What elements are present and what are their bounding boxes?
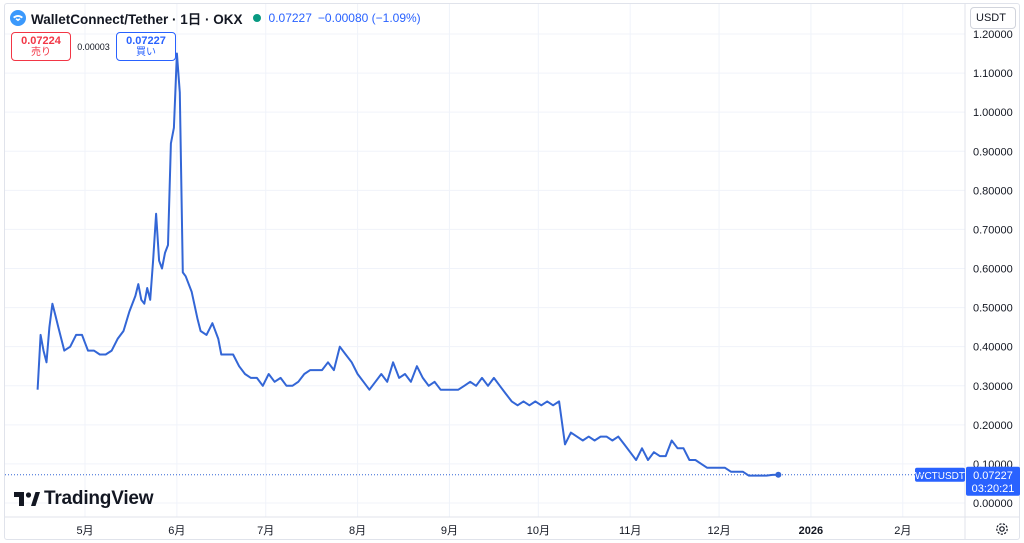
brand-name: TradingView bbox=[44, 488, 154, 509]
y-tick-label: 1.10000 bbox=[973, 68, 1013, 80]
chart-frame bbox=[4, 3, 1020, 540]
currency-button[interactable]: USDT bbox=[970, 7, 1016, 29]
grid bbox=[5, 4, 965, 517]
buy-button[interactable]: 0.07227 買い bbox=[116, 32, 176, 61]
market-status-icon bbox=[252, 14, 261, 22]
spread-value: 0.00003 bbox=[77, 41, 110, 52]
symbol-title[interactable]: WalletConnect/Tether · 1日 · OKX bbox=[31, 12, 243, 27]
y-tick-label: 0.50000 bbox=[973, 303, 1013, 315]
symbol-header: WalletConnect/Tether · 1日 · OKX 0.07227 … bbox=[10, 8, 427, 28]
sell-button[interactable]: 0.07224 売り bbox=[11, 32, 71, 61]
price-label-text: WCTUSDT bbox=[915, 471, 965, 482]
x-tick-label: 2026 bbox=[799, 525, 823, 537]
x-tick-label: 10月 bbox=[527, 525, 550, 537]
y-tick-label: 0.20000 bbox=[973, 420, 1013, 432]
x-tick-label: 7月 bbox=[257, 525, 274, 537]
y-tick-label: 0.90000 bbox=[973, 146, 1013, 158]
last-value-box bbox=[966, 466, 1020, 496]
x-tick-label: 5月 bbox=[76, 525, 93, 537]
x-tick-label: 6月 bbox=[168, 525, 185, 537]
header-price: 0.07227 bbox=[268, 11, 312, 25]
last-value-label: 0.07227 bbox=[973, 470, 1013, 482]
y-tick-label: 1.00000 bbox=[973, 107, 1013, 119]
x-tick-label: 8月 bbox=[349, 525, 366, 537]
x-tick-label: 12月 bbox=[707, 525, 730, 537]
y-tick-label: 0.40000 bbox=[973, 342, 1013, 354]
y-tick-label: 0.70000 bbox=[973, 224, 1013, 236]
x-tick-label: 2月 bbox=[894, 525, 911, 537]
y-tick-label: 0.60000 bbox=[973, 264, 1013, 276]
y-tick-label: 1.20000 bbox=[973, 29, 1013, 41]
sell-price: 0.07224 bbox=[21, 34, 61, 47]
tradingview-logo-icon bbox=[14, 492, 40, 506]
walletconnect-logo-icon bbox=[10, 10, 26, 26]
price-line bbox=[36, 52, 779, 477]
y-tick-label: 0.80000 bbox=[973, 185, 1013, 197]
x-tick-label: 11月 bbox=[619, 525, 641, 537]
series bbox=[5, 52, 965, 478]
sell-label: 売り bbox=[31, 46, 51, 58]
buy-label: 買い bbox=[136, 46, 156, 58]
axes: 1.20000 1.10000 1.00000 0.90000 0.80000 0.700… bbox=[4, 4, 1020, 539]
tradingview-logo[interactable]: TradingView bbox=[14, 488, 154, 510]
x-tick-label: 9月 bbox=[441, 525, 458, 537]
price-label-tag bbox=[915, 467, 965, 482]
countdown-label: 03:20:21 bbox=[972, 483, 1015, 495]
gear-icon[interactable] bbox=[994, 521, 1010, 537]
header-change: −0.00080 (−1.09%) bbox=[317, 11, 421, 25]
y-tick-label: 0.30000 bbox=[973, 381, 1013, 393]
buy-price: 0.07227 bbox=[126, 34, 166, 47]
trade-panel: 0.07224 売り 0.00003 0.07227 買い bbox=[11, 32, 176, 61]
last-point-marker bbox=[775, 471, 782, 478]
y-tick-label: 0.00000 bbox=[973, 498, 1013, 510]
